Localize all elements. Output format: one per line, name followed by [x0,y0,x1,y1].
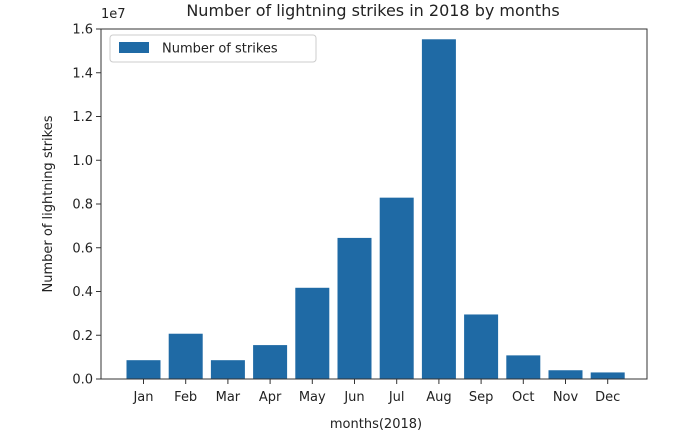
bars-group [126,39,625,379]
legend-entry: Number of strikes [162,42,278,57]
x-tick-label-feb: Feb [174,390,197,405]
x-tick-label-may: May [299,390,326,405]
x-tick-label-aug: Aug [426,390,451,405]
y-tick-label: 0.2 [72,329,93,344]
bar-mar [210,360,245,379]
chart-title: Number of lightning strikes in 2018 by m… [186,1,559,20]
bar-dec [590,372,625,379]
bar-jun [337,237,372,379]
bar-jan [126,360,161,379]
y-axis-ticks: 0.0 0.2 0.4 0.6 0.8 1.0 1.2 1.4 1.6 [72,23,101,388]
legend-box [109,34,317,63]
plot-frame [100,28,648,380]
y-tick-label: 1.0 [72,154,93,169]
y-tick-label: 0.4 [72,285,93,300]
x-tick-label-apr: Apr [259,390,282,405]
bar-jul [379,197,414,379]
y-tick-label: 0.0 [72,373,93,388]
y-tick-label: 1.2 [72,110,93,125]
y-tick-label: 1.4 [72,66,93,81]
x-tick-label-mar: Mar [216,390,241,405]
bar-sep [464,314,499,379]
y-tick-label: 0.8 [72,198,93,213]
legend-swatch [119,42,149,53]
bar-may [295,287,330,379]
y-tick-label: 1.6 [72,23,93,38]
x-axis-label: months(2018) [330,417,422,432]
x-tick-label-jun: Jun [343,390,364,405]
x-tick-label-jul: Jul [388,390,405,405]
x-tick-label-sep: Sep [469,390,494,405]
bar-apr [253,345,288,379]
bar-nov [548,370,583,379]
x-tick-label-nov: Nov [553,390,579,405]
legend: Number of strikes [109,34,317,63]
x-tick-label-dec: Dec [595,390,620,405]
bar-aug [421,39,456,379]
x-axis-ticks: Jan Feb Mar Apr May Jun Jul Aug Sep Oct Nov Dec [132,379,620,405]
x-tick-label-jan: Jan [132,390,153,405]
y-axis-label: Number of lightning strikes [41,115,56,292]
y-axis-scale-label: 1e7 [101,7,126,22]
bar-oct [506,355,541,379]
y-tick-label: 0.6 [72,241,93,256]
bar-feb [168,333,203,379]
x-tick-label-oct: Oct [512,390,534,405]
